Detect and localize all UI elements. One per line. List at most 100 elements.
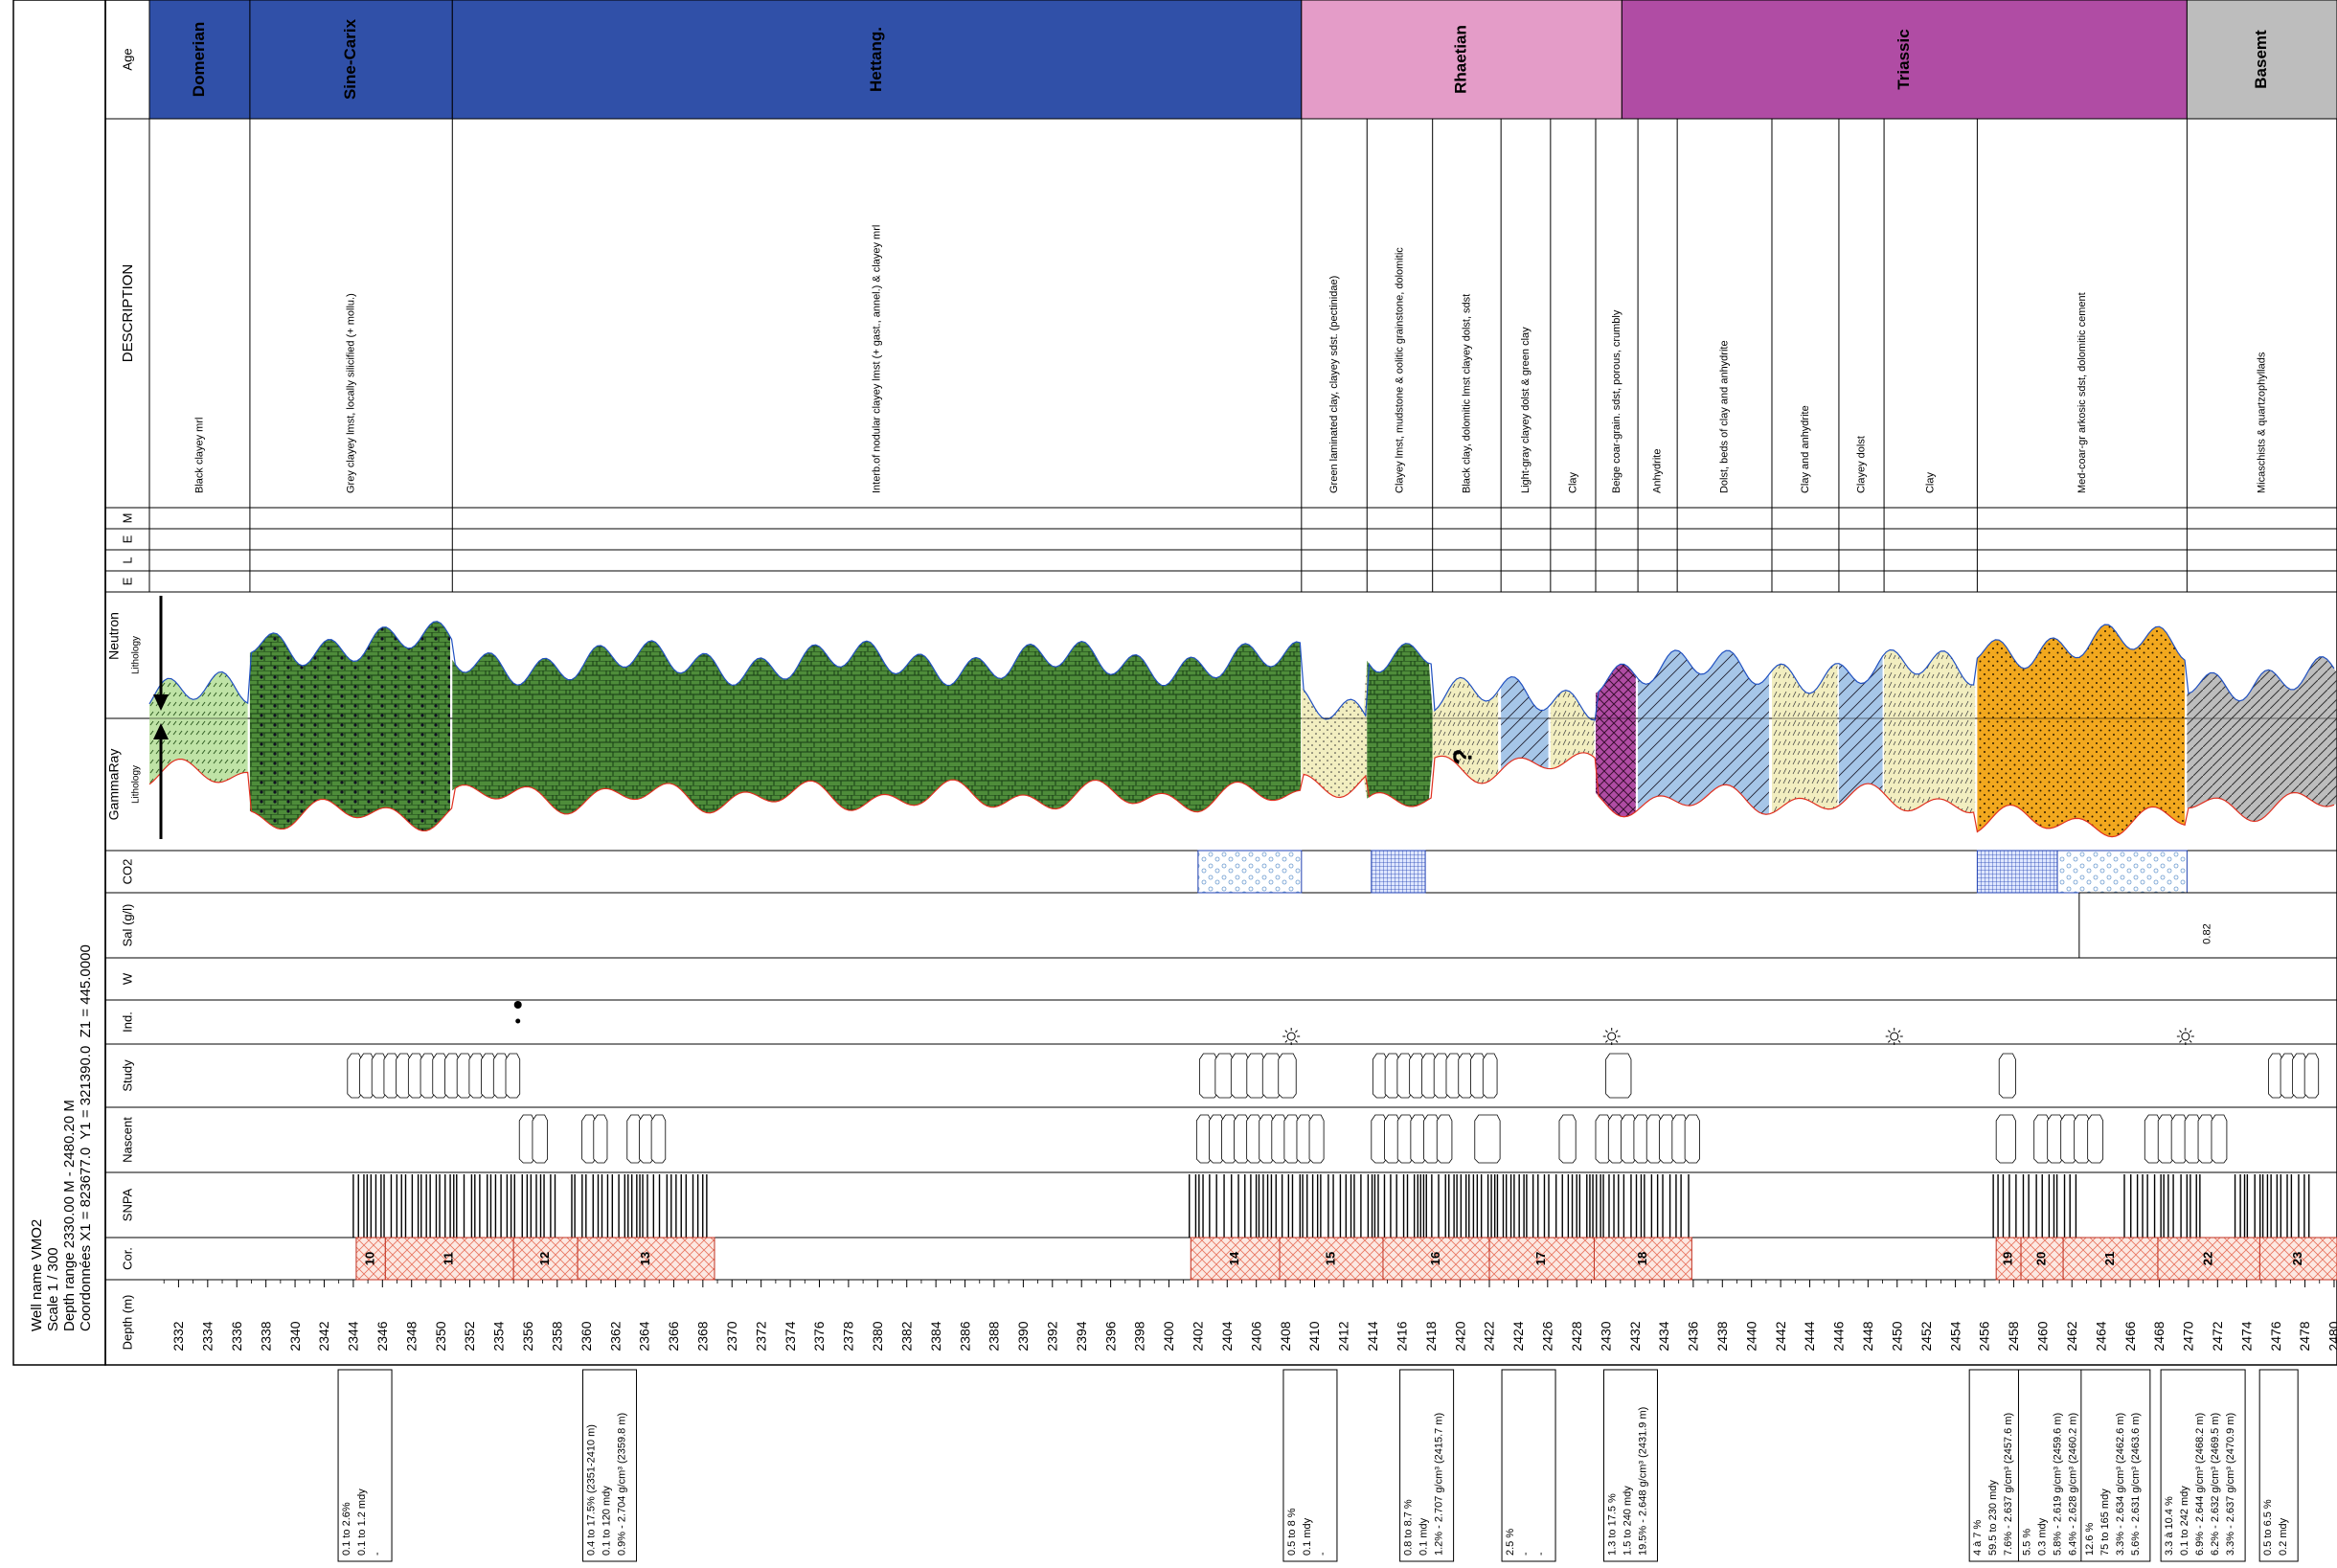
depth-label: 2412: [1336, 1321, 1351, 1351]
depth-label: 2352: [462, 1321, 477, 1351]
lithology-interval: [1977, 625, 2186, 837]
depth-label: 2400: [1161, 1321, 1176, 1351]
depth-label: 2474: [2238, 1321, 2254, 1351]
track-label-cor: Cor.: [120, 1247, 134, 1270]
study-tag: [1998, 1053, 2016, 1099]
core-note-line: 59.5 to 230 mdy: [1987, 1480, 1999, 1556]
depth-label: 2478: [2297, 1321, 2312, 1351]
depth-label: 2370: [724, 1321, 739, 1351]
coordinates: Coordonnées X1 = 823677.0 Y1 = 321390.0 …: [78, 944, 94, 1331]
description-text: Grey clayey lmst, locally silicified (+ …: [346, 293, 357, 493]
core-note-line: 6.2% - 2.632 g/cm³ (2469.5 m): [2210, 1413, 2221, 1556]
core-note-box: [1968, 1369, 2024, 1562]
description-text: Black clayey mrl: [193, 418, 205, 493]
description-text: Green laminated clay, clayey sdst. (pect…: [1328, 276, 1340, 493]
core-number: 16: [1428, 1252, 1442, 1265]
description-text: Clayey lmst, mudstone & oolitic grainsto…: [1394, 247, 1405, 493]
core-note-box: [2160, 1369, 2246, 1562]
study-tag: [1246, 1053, 1265, 1099]
nascent-tag: [650, 1114, 667, 1164]
track-label-nascent: Nascent: [120, 1117, 134, 1163]
core-interval: [1190, 1237, 1281, 1281]
track-label-sal: Sal (g/l): [120, 904, 134, 947]
core-note-line: 1.5 to 240 mdy: [1622, 1486, 1633, 1556]
well-header: Well name VMO2 Scale 1 / 300 Depth range 2…: [29, 944, 94, 1331]
neutron-curve: [148, 621, 2335, 721]
depth-range: Depth range 2330.00 M - 2480.20 M: [61, 1100, 78, 1331]
description-text: Micaschists & quartzophyllads: [2257, 352, 2268, 493]
depth-label: 2442: [1773, 1321, 1788, 1351]
core-note-line: 0.9% - 2.704 g/cm³ (2359.8 m): [617, 1413, 628, 1556]
sun-ray: [1284, 1039, 1288, 1043]
lithology-interval: [149, 671, 248, 784]
lithology-interval: [452, 641, 1302, 814]
description-text: Beige coar-grain. sdst, porous, crumbly: [1611, 309, 1622, 493]
nascent-tag: [1684, 1114, 1700, 1164]
description-text: Interb.of nodular clayey lmst (+ gast., …: [871, 225, 882, 493]
core-number: 11: [442, 1252, 456, 1265]
depth-label: 2438: [1714, 1321, 1730, 1351]
depth-label: 2364: [637, 1321, 652, 1351]
well-name: Well name VMO2: [29, 1218, 45, 1331]
description-text: Med-coar-gr arkosic sdst, dolomitic ceme…: [2076, 292, 2088, 493]
core-note-line: 5.8% - 2.619 g/cm³ (2459.6 m): [2052, 1413, 2063, 1556]
core-note-line: 12.6 %: [2084, 1523, 2096, 1556]
track-label-e2: E: [120, 534, 134, 543]
sun-ray: [1615, 1039, 1619, 1043]
depth-label: 2354: [491, 1321, 507, 1351]
core-interval: [512, 1237, 579, 1281]
description-text: Dolst, beds of clay and anhydrite: [1718, 340, 1730, 493]
core-number: 13: [638, 1252, 652, 1265]
depth-label: 2368: [695, 1321, 711, 1351]
gammaray-curve: [148, 752, 2335, 838]
age-band: [148, 0, 251, 120]
depth-label: 2366: [666, 1321, 681, 1351]
core-note-line: 4 à 7 %: [1972, 1519, 1984, 1556]
description-text: Clay: [1925, 471, 1937, 493]
depth-axis: 2332 2334 2336 2338 2340 2342 2344 2346 2348 2350…: [163, 1280, 2337, 1352]
track-label-snpa: SNPA: [120, 1188, 134, 1221]
depth-label: 2372: [753, 1321, 768, 1351]
nascent-tag: [2211, 1114, 2228, 1164]
depth-label: 2468: [2151, 1321, 2167, 1351]
depth-label: 2380: [870, 1321, 885, 1351]
core-note-line: 1.3 to 17.5 %: [1606, 1493, 1618, 1556]
depth-label: 2402: [1191, 1321, 1206, 1351]
study-tag: [1230, 1053, 1250, 1099]
depth-label: 2358: [549, 1321, 564, 1351]
depth-label: 2398: [1132, 1321, 1147, 1351]
co2-interval: [1976, 850, 2058, 894]
description-text: Clay: [1567, 471, 1578, 493]
depth-label: 2444: [1802, 1321, 1817, 1351]
core-interval: [355, 1237, 386, 1281]
indication-dot-small: [515, 1018, 521, 1024]
depth-label: 2472: [2210, 1321, 2225, 1351]
core-note-box: [2017, 1369, 2088, 1562]
core-note-line: 7.6% - 2.637 g/cm³ (2457.6 m): [2003, 1413, 2014, 1556]
depth-label: 2348: [403, 1321, 419, 1351]
depth-label: 2406: [1248, 1321, 1263, 1351]
depth-label: 2470: [2181, 1321, 2196, 1351]
core-number: 10: [363, 1252, 377, 1265]
depth-label: 2384: [928, 1321, 943, 1351]
track-labels: Age DESCRIPTION M E L E CO2 Sal (g/l) W Ind. Study…: [105, 48, 149, 1350]
core-note-line: 1.2% - 2.707 g/cm³ (2415.7 m): [1434, 1413, 1445, 1556]
study-tag: [1214, 1053, 1234, 1099]
core-note-box: [1282, 1369, 1338, 1562]
sun-icon: [1286, 1032, 1296, 1041]
nascent-tag: [532, 1114, 549, 1164]
description-text: Light-gray clayey dolst & green clay: [1520, 327, 1532, 493]
track-label-ind: Ind.: [120, 1011, 134, 1033]
sun-ray: [1888, 1030, 1891, 1034]
study-tag: [1605, 1053, 1632, 1099]
track-label-gammaray: GammaRay: [106, 749, 122, 821]
depth-label: 2394: [1074, 1321, 1089, 1351]
age-label: Domerian: [190, 22, 208, 97]
core-note-line: 0.1 to 2.6%: [341, 1502, 352, 1556]
nascent-tag: [2087, 1114, 2104, 1164]
description-track: Black clayey mrl Grey clayey lmst, locall…: [148, 119, 2268, 592]
core-interval: [577, 1237, 715, 1281]
scale-label: Scale 1 / 300: [45, 1247, 61, 1331]
nascent-tag: [1474, 1114, 1501, 1164]
study-tag: [1482, 1053, 1498, 1099]
